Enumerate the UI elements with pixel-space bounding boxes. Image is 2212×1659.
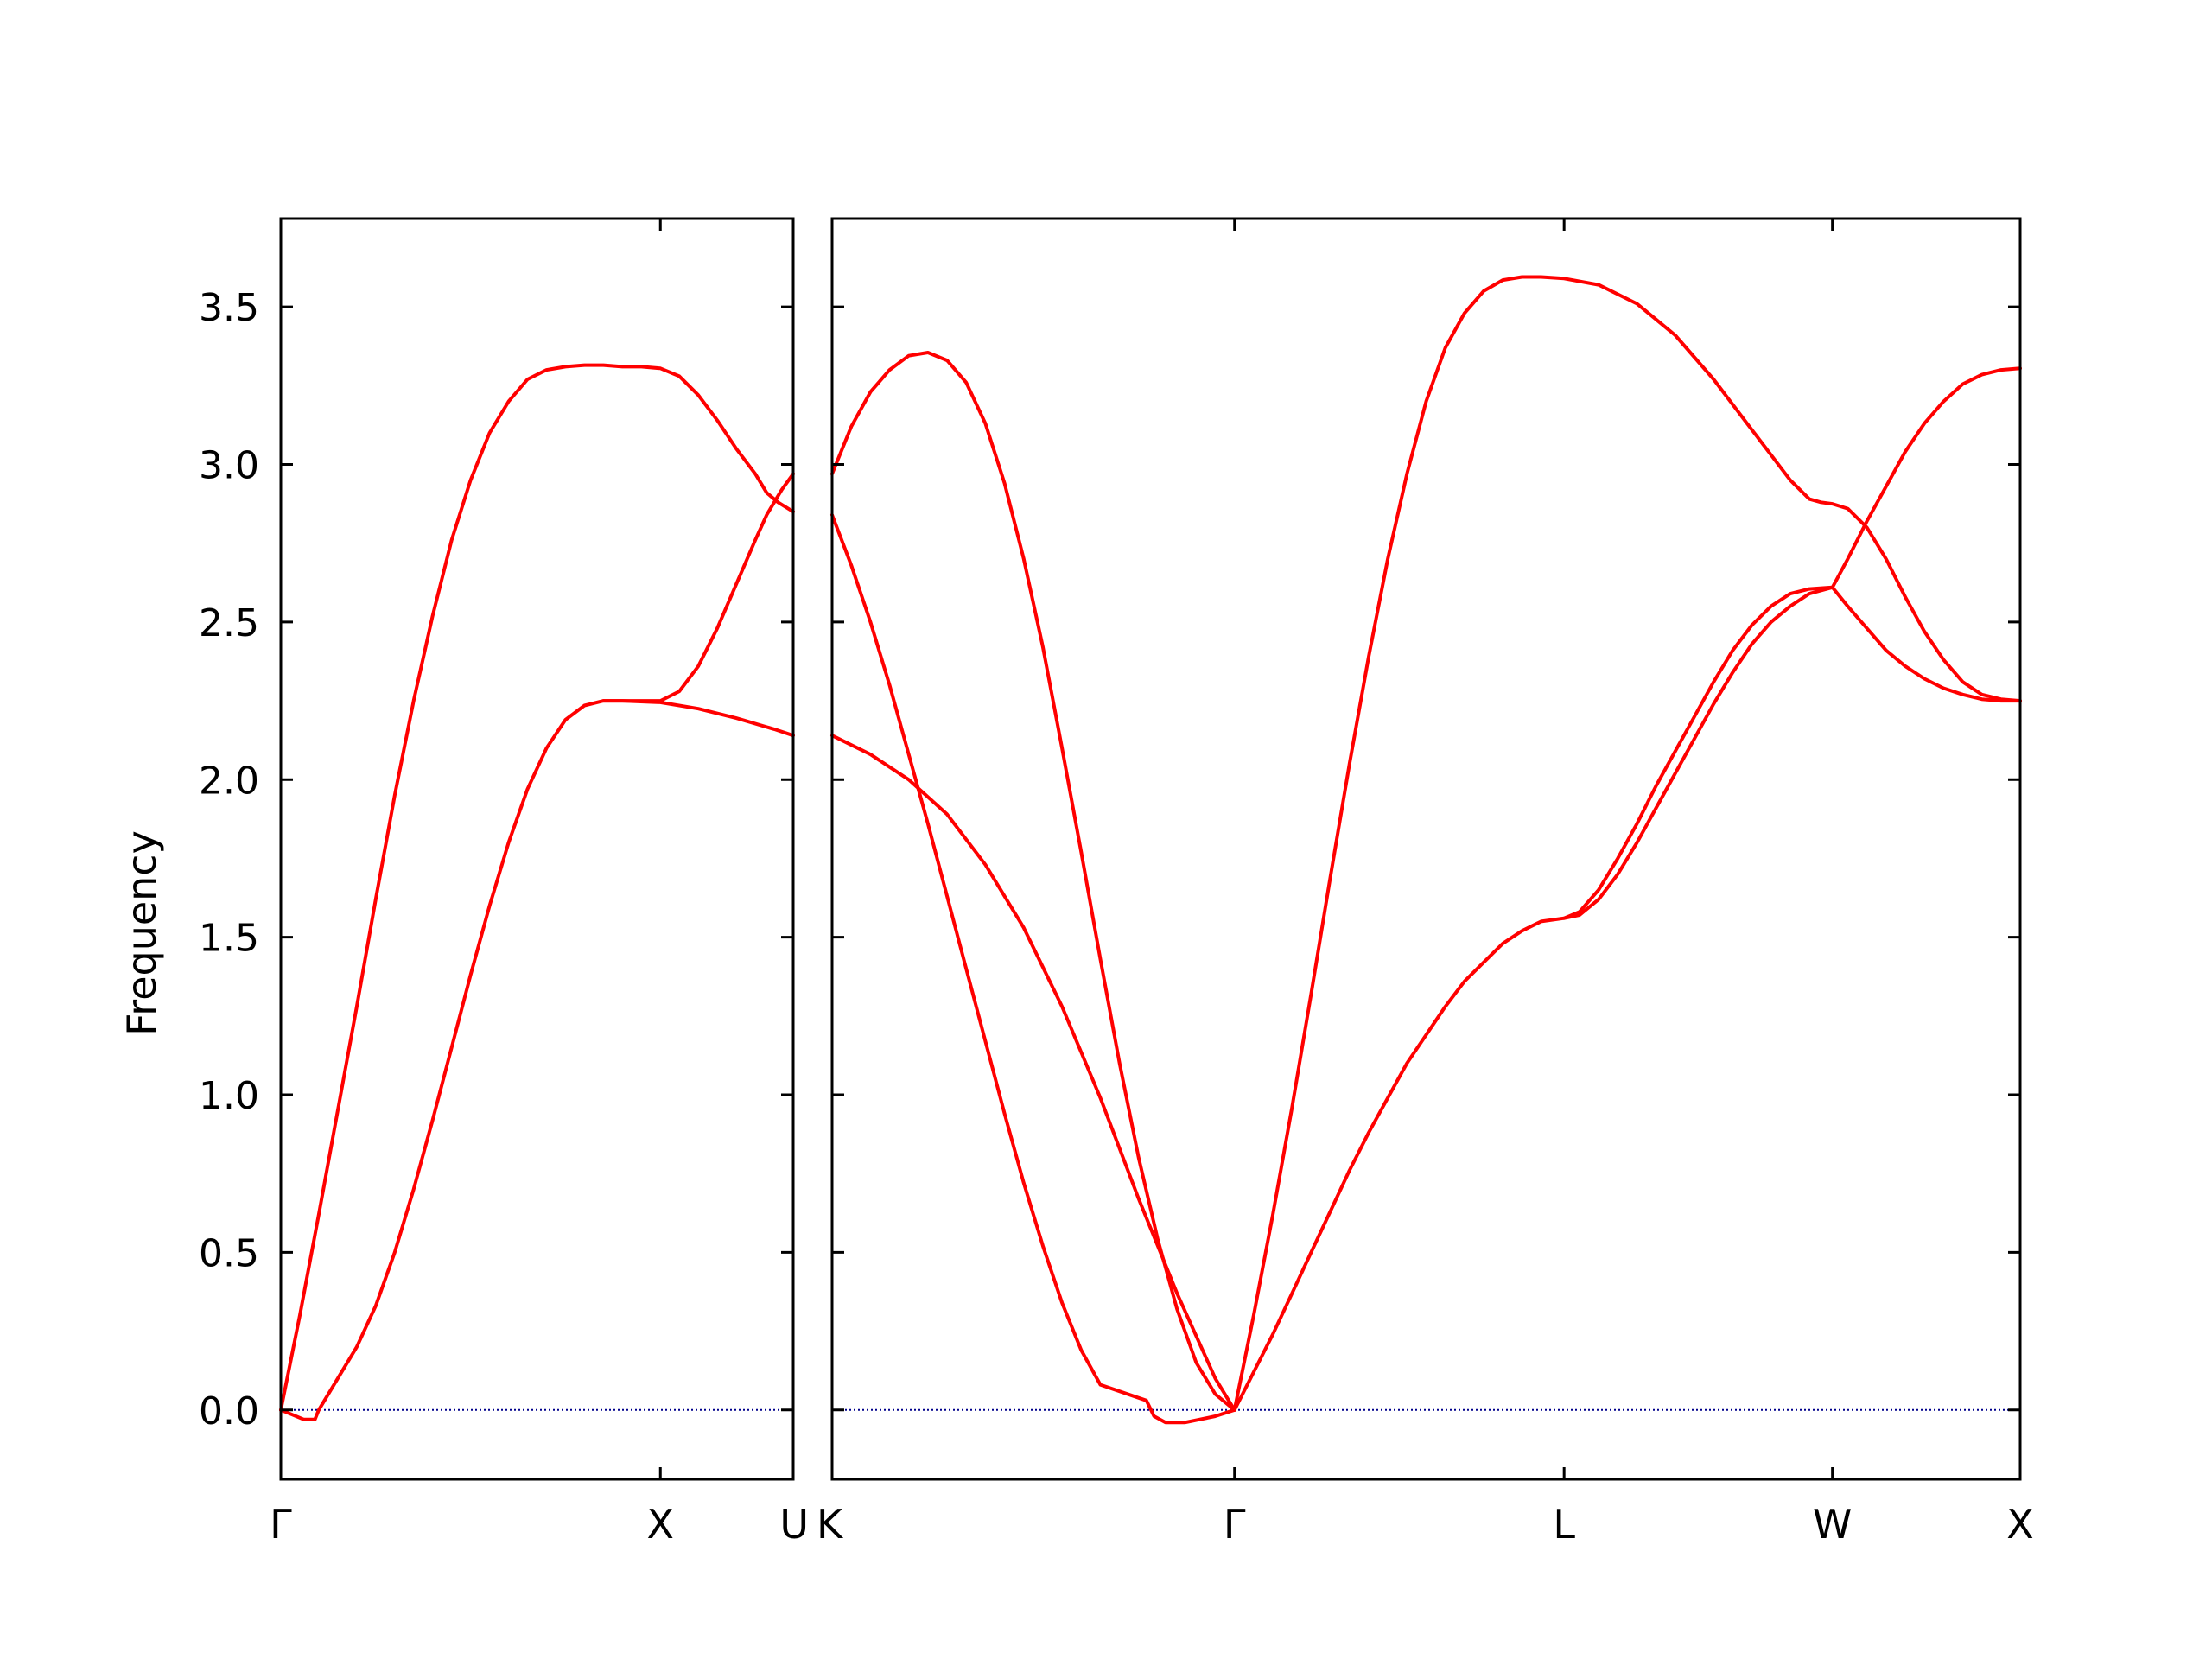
band-line-right-3 <box>830 734 1236 1412</box>
band-line-left-2 <box>279 472 795 1421</box>
plot-frame <box>279 217 795 1481</box>
y-tick-label: 0.5 <box>199 1231 259 1275</box>
kpoint-label: L <box>1553 1501 1575 1548</box>
kpoint-label: X <box>2006 1501 2034 1548</box>
y-tick-label: 1.0 <box>199 1074 259 1118</box>
y-axis-label: Frequency <box>118 830 165 1036</box>
band-line-right-2 <box>830 512 1236 1425</box>
kpoint-label: U <box>779 1501 809 1548</box>
band-line-left-3 <box>601 699 795 738</box>
kpoint-label: X <box>647 1501 675 1548</box>
y-tick-label: 2.0 <box>199 759 259 803</box>
plot-frame <box>830 217 2022 1481</box>
kpoint-label: W <box>1813 1501 1852 1548</box>
y-tick-label: 3.5 <box>199 286 259 330</box>
kpoint-label: Γ <box>270 1501 292 1548</box>
band-line-right-5 <box>1232 585 2022 1412</box>
band-line-right-1 <box>830 351 1236 1412</box>
y-tick-label: 1.5 <box>199 917 259 961</box>
band-line-right-4 <box>1232 275 2022 1412</box>
kpoint-label: K <box>817 1501 844 1548</box>
band-line-right-6 <box>1562 366 2022 920</box>
y-tick-label: 2.5 <box>199 601 259 645</box>
y-tick-label: 0.0 <box>199 1389 259 1433</box>
band-line-left-1 <box>279 363 795 1412</box>
y-tick-label: 3.0 <box>199 444 259 488</box>
kpoint-label: Γ <box>1224 1501 1246 1548</box>
y-axis: 0.0 0.5 1.0 1.5 2.0 2.5 3.0 3.5 <box>199 286 259 1433</box>
